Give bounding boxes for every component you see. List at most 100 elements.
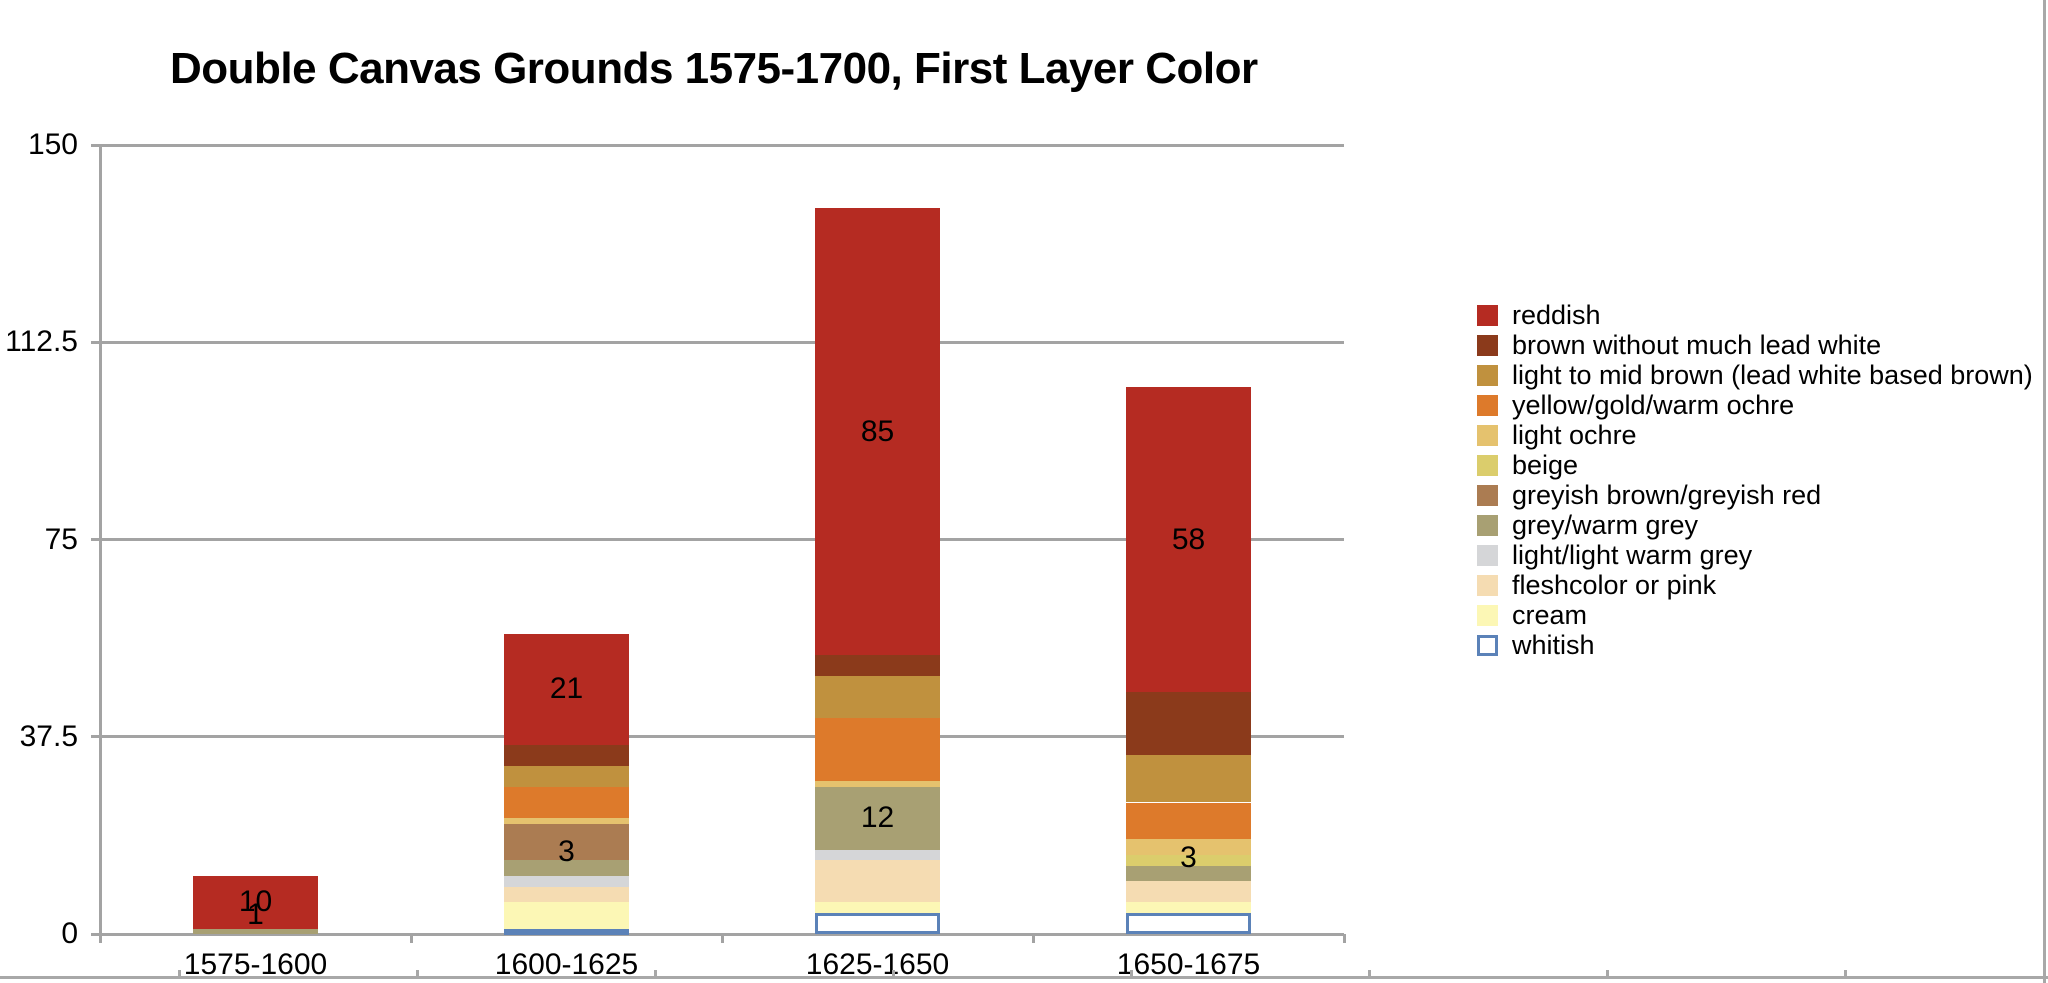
bar-segment-cream[interactable] (815, 902, 940, 913)
legend-item-brown-without-much-lead-white[interactable]: brown without much lead white (1477, 330, 1881, 360)
legend-item-cream[interactable]: cream (1477, 600, 1587, 630)
bar-segment-fleshcolor-or-pink[interactable] (815, 860, 940, 903)
bar-segment-reddish[interactable] (193, 876, 318, 929)
legend-item-label: fleshcolor or pink (1512, 569, 1717, 600)
category-tick (98, 934, 102, 943)
gridline-150 (100, 143, 1344, 147)
bar-segment-cream[interactable] (1126, 902, 1251, 913)
legend-swatch-icon (1477, 544, 1498, 566)
bottom-edge-tick (1368, 970, 1371, 976)
bar-segment-light-to-mid-brown-lead-white-based-brown-[interactable] (1126, 755, 1251, 803)
legend-swatch-icon (1477, 484, 1498, 506)
category-tick (720, 934, 724, 943)
legend-item-whitish[interactable]: whitish (1477, 630, 1595, 660)
bottom-edge-tick (1844, 970, 1847, 976)
bar-segment-light-to-mid-brown-lead-white-based-brown-[interactable] (815, 676, 940, 719)
legend-item-reddish[interactable]: reddish (1477, 300, 1601, 330)
legend-item-label: light ochre (1512, 419, 1637, 450)
gridline-37.5 (100, 735, 1344, 739)
x-axis-label: 1600-1625 (494, 948, 639, 981)
bar-segment-yellow-gold-warm-ochre[interactable] (815, 718, 940, 782)
bar-segment-greyish-brown-greyish-red[interactable] (504, 823, 629, 861)
bar-segment-fleshcolor-or-pink[interactable] (504, 886, 629, 903)
chart-title: Double Canvas Grounds 1575-1700, First L… (170, 44, 1258, 93)
legend-swatch-icon (1477, 574, 1498, 596)
bar-segment-whitish[interactable] (504, 928, 629, 935)
legend-swatch-icon (1477, 334, 1498, 356)
bar-segment-beige[interactable] (1126, 855, 1251, 866)
canvas-right-edge (2043, 0, 2046, 983)
legend-item-label: beige (1512, 449, 1579, 480)
bottom-edge-tick (1606, 970, 1609, 976)
y-axis-tick (91, 143, 100, 147)
bottom-edge-tick (1130, 970, 1133, 976)
bar-segment-light-ochre[interactable] (504, 818, 629, 824)
legend-swatch-icon (1477, 424, 1498, 446)
y-axis-label: 150 (27, 128, 78, 161)
bar-segment-light-to-mid-brown-lead-white-based-brown-[interactable] (504, 765, 629, 787)
bottom-edge-tick (654, 970, 657, 976)
y-axis-tick (91, 735, 100, 739)
y-axis-tick (91, 538, 100, 541)
bar-segment-grey-warm-grey[interactable] (504, 860, 629, 877)
bar-segment-light-light-warm-grey[interactable] (815, 849, 940, 861)
legend-item-label: light to mid brown (lead white based bro… (1512, 359, 2033, 390)
bar-segment-grey-warm-grey[interactable] (1126, 865, 1251, 882)
bar-segment-fleshcolor-or-pink[interactable] (1126, 881, 1251, 903)
legend-item-light-to-mid-brown-lead-white-based-brown-[interactable]: light to mid brown (lead white based bro… (1477, 360, 2033, 390)
legend-swatch-icon (1477, 604, 1498, 626)
legend-swatch-icon (1477, 394, 1498, 416)
legend-item-fleshcolor-or-pink[interactable]: fleshcolor or pink (1477, 570, 1716, 600)
legend-item-label: whitish (1512, 629, 1595, 660)
y-axis-label: 0 (61, 917, 78, 950)
bottom-edge-tick (416, 970, 419, 976)
bar-segment-light-ochre[interactable] (815, 781, 940, 787)
bar-segment-cream[interactable] (504, 902, 629, 929)
legend-swatch-icon (1477, 634, 1498, 656)
y-axis-tick (91, 932, 100, 936)
bar-segment-light-light-warm-grey[interactable] (504, 876, 629, 887)
y-axis-label: 75 (44, 522, 78, 556)
y-axis-tick (91, 340, 100, 344)
x-axis-label: 1650-1675 (1116, 948, 1261, 981)
bar-segment-whitish[interactable] (1126, 912, 1251, 934)
bar-segment-brown-without-much-lead-white[interactable] (1126, 692, 1251, 756)
y-axis-label: 112.5 (5, 325, 78, 359)
category-tick (1031, 934, 1035, 943)
bar-segment-brown-without-much-lead-white[interactable] (815, 655, 940, 677)
bar-segment-reddish[interactable] (504, 634, 629, 745)
category-tick (409, 934, 413, 943)
legend-item-beige[interactable]: beige (1477, 450, 1578, 480)
gridline-112.5 (100, 340, 1344, 344)
legend-item-yellow-gold-warm-ochre[interactable]: yellow/gold/warm ochre (1477, 390, 1794, 420)
legend-item-label: cream (1512, 599, 1588, 630)
legend-item-greyish-brown-greyish-red[interactable]: greyish brown/greyish red (1477, 480, 1821, 510)
y-axis-label: 37.5 (19, 719, 78, 753)
x-axis-label: 1575-1600 (183, 948, 328, 981)
legend-item-label: yellow/gold/warm ochre (1512, 389, 1795, 420)
bar-segment-grey-warm-grey[interactable] (193, 928, 318, 934)
legend-item-label: reddish (1512, 299, 1601, 330)
legend-item-light-ochre[interactable]: light ochre (1477, 420, 1637, 450)
bar-segment-reddish[interactable] (1126, 386, 1251, 693)
gridline-75 (100, 538, 1344, 541)
legend-swatch-icon (1477, 454, 1498, 476)
bar-segment-whitish[interactable] (815, 912, 940, 934)
legend-swatch-icon (1477, 514, 1498, 536)
bar-segment-brown-without-much-lead-white[interactable] (504, 744, 629, 766)
legend-item-light-light-warm-grey[interactable]: light/light warm grey (1477, 540, 1752, 570)
category-tick (1342, 934, 1346, 943)
bar-segment-grey-warm-grey[interactable] (815, 786, 940, 850)
bar-segment-yellow-gold-warm-ochre[interactable] (504, 786, 629, 819)
x-axis-label: 1625-1650 (805, 948, 950, 981)
legend-swatch-icon (1477, 304, 1498, 326)
legend-item-label: light/light warm grey (1512, 539, 1753, 570)
legend-item-grey-warm-grey[interactable]: grey/warm grey (1477, 510, 1698, 540)
legend-item-label: greyish brown/greyish red (1512, 479, 1822, 510)
y-axis-line (98, 145, 102, 934)
legend-item-label: brown without much lead white (1512, 329, 1882, 360)
bar-segment-yellow-gold-warm-ochre[interactable] (1126, 802, 1251, 840)
bar-segment-light-ochre[interactable] (1126, 839, 1251, 856)
bar-segment-reddish[interactable] (815, 208, 940, 656)
